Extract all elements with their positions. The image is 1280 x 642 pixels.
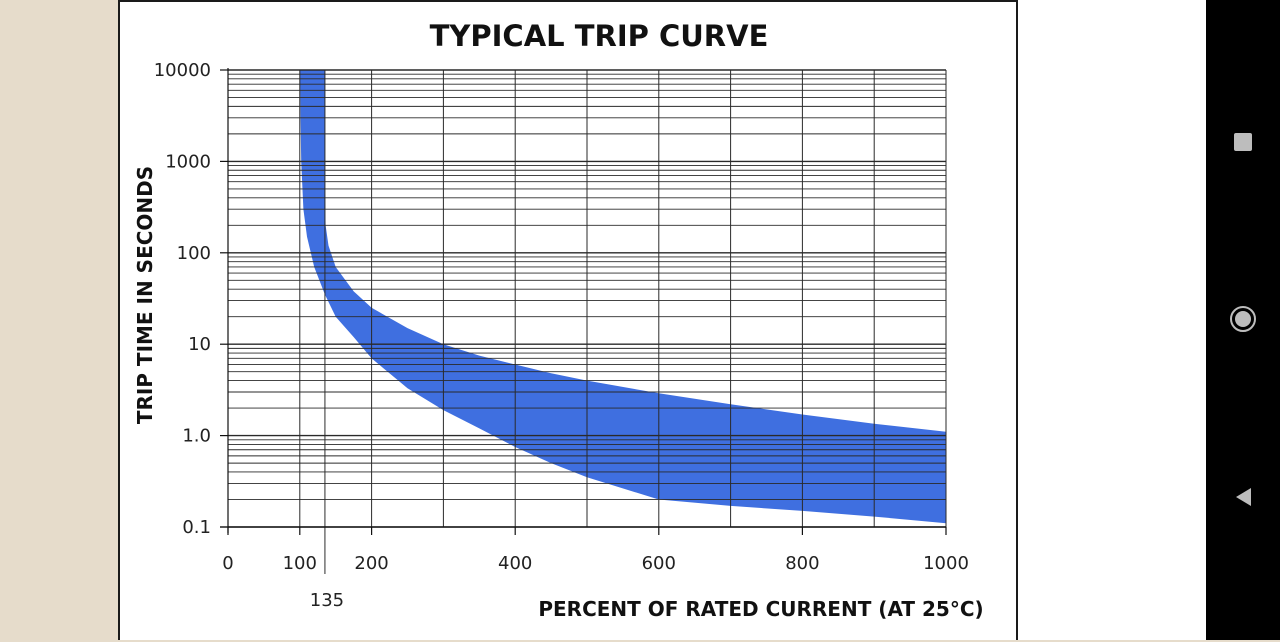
- y-tick-label: 0.1: [182, 517, 211, 538]
- y-axis-label: TRIP TIME IN SECONDS: [133, 166, 157, 424]
- y-tick-label: 1000: [165, 151, 211, 172]
- x-tick-label: 0: [222, 553, 233, 574]
- x-marker-label: 135: [310, 590, 344, 611]
- x-tick-label: 1000: [923, 553, 969, 574]
- back-button[interactable]: [1206, 467, 1280, 527]
- home-button[interactable]: [1206, 289, 1280, 349]
- chart-figure: TYPICAL TRIP CURVE 0.1 1.0 10 100 1000 10000 0…: [118, 0, 1018, 640]
- y-tick-label: 1.0: [182, 426, 211, 447]
- trip-band-area: [299, 70, 946, 524]
- x-tick-label: 200: [354, 553, 388, 574]
- grid-layer: [228, 69, 947, 574]
- home-icon: [1230, 306, 1256, 332]
- x-tick-label: 100: [283, 553, 317, 574]
- tick-layer: 0.1 1.0 10 100 1000 10000 0 100 200 400 600 800 1000…: [154, 60, 969, 611]
- right-margin: [1018, 0, 1206, 640]
- trip-band-layer: [299, 70, 946, 524]
- y-tick-label: 10: [188, 334, 211, 355]
- x-tick-label: 400: [498, 553, 532, 574]
- x-axis-label: PERCENT OF RATED CURRENT (AT 25°C): [538, 597, 983, 621]
- y-tick-label: 100: [177, 243, 211, 264]
- y-tick-label: 10000: [154, 60, 211, 81]
- x-tick-label: 600: [642, 553, 676, 574]
- trip-curve-chart: TYPICAL TRIP CURVE 0.11.0101001000100000…: [133, 19, 984, 621]
- recent-apps-icon: [1234, 133, 1252, 151]
- left-background-strip: [0, 0, 118, 640]
- android-nav-bar: [1206, 0, 1280, 640]
- x-tick-label: 800: [785, 553, 819, 574]
- recent-apps-button[interactable]: [1206, 112, 1280, 172]
- back-icon: [1236, 488, 1251, 506]
- chart-title: TYPICAL TRIP CURVE: [430, 19, 769, 53]
